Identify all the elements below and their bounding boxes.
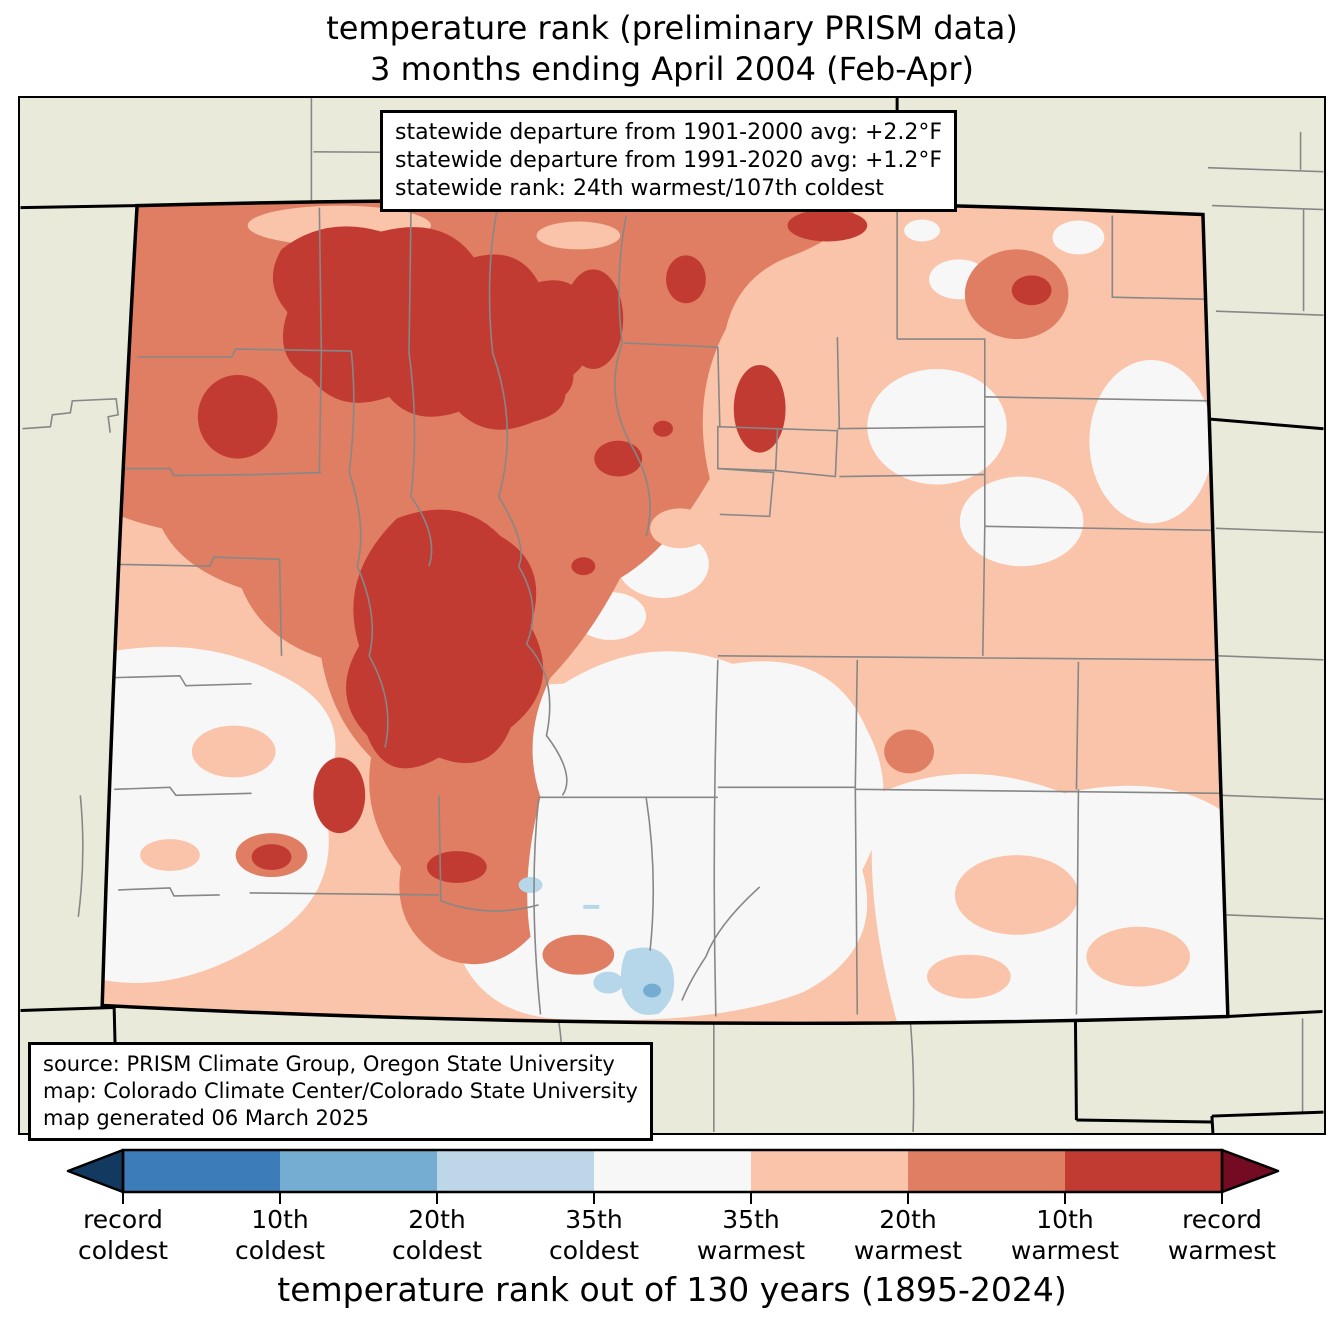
colorbar [0, 1145, 1344, 1215]
source-line-1: source: PRISM Climate Group, Oregon Stat… [43, 1052, 615, 1076]
colorbar-arrow-record-coldest [66, 1148, 125, 1194]
colorbar-segment-4 [751, 1150, 908, 1192]
colorbar-segments [123, 1150, 1222, 1192]
legend-label-record-coldest: record coldest [77, 1205, 169, 1265]
legend-label-record-warmest: record warmest [1167, 1205, 1277, 1265]
colorbar-segment-0 [123, 1150, 280, 1192]
colorbar-outline [121, 1148, 1224, 1194]
colorbar-segment-5 [908, 1150, 1065, 1192]
county-lines [104, 207, 1220, 1017]
source-line-3: map generated 06 March 2025 [43, 1106, 370, 1130]
state-fill-layers [102, 200, 1228, 1024]
colorbar-arrow-record-warmest [1220, 1148, 1280, 1194]
figure-title-line2: 3 months ending April 2004 (Feb-Apr) [370, 50, 974, 88]
stats-line-3: statewide rank: 24th warmest/107th colde… [395, 176, 884, 201]
stats-box: statewide departure from 1901-2000 avg: … [380, 110, 958, 212]
colorbar-ticks [122, 1192, 1223, 1204]
legend-label-10th-warmest: 10th warmest [1010, 1205, 1120, 1265]
stats-line-2: statewide departure from 1991-2020 avg: … [395, 148, 943, 173]
legend-label-35th-warmest: 35th warmest [696, 1205, 806, 1265]
source-box: source: PRISM Climate Group, Oregon Stat… [28, 1042, 653, 1141]
colorado-map-svg [20, 98, 1324, 1133]
legend-title: temperature rank out of 130 years (1895-… [277, 1270, 1067, 1309]
colorbar-segment-6 [1065, 1150, 1222, 1192]
colorbar-segment-2 [437, 1150, 594, 1192]
cool-regions [518, 876, 675, 1015]
colorbar-segment-1 [280, 1150, 437, 1192]
stats-line-1: statewide departure from 1901-2000 avg: … [395, 120, 943, 145]
legend-label-20th-coldest: 20th coldest [391, 1205, 483, 1265]
legend-label-20th-warmest: 20th warmest [853, 1205, 963, 1265]
figure-title: temperature rank (preliminary PRISM data… [0, 8, 1344, 90]
figure-title-line1: temperature rank (preliminary PRISM data… [326, 9, 1018, 47]
source-line-2: map: Colorado Climate Center/Colorado St… [43, 1079, 638, 1103]
legend-label-10th-coldest: 10th coldest [234, 1205, 326, 1265]
pink-patches [140, 725, 1190, 999]
colorbar-segment-3 [594, 1150, 751, 1192]
legend-label-35th-coldest: 35th coldest [548, 1205, 640, 1265]
map-canvas [18, 96, 1326, 1135]
